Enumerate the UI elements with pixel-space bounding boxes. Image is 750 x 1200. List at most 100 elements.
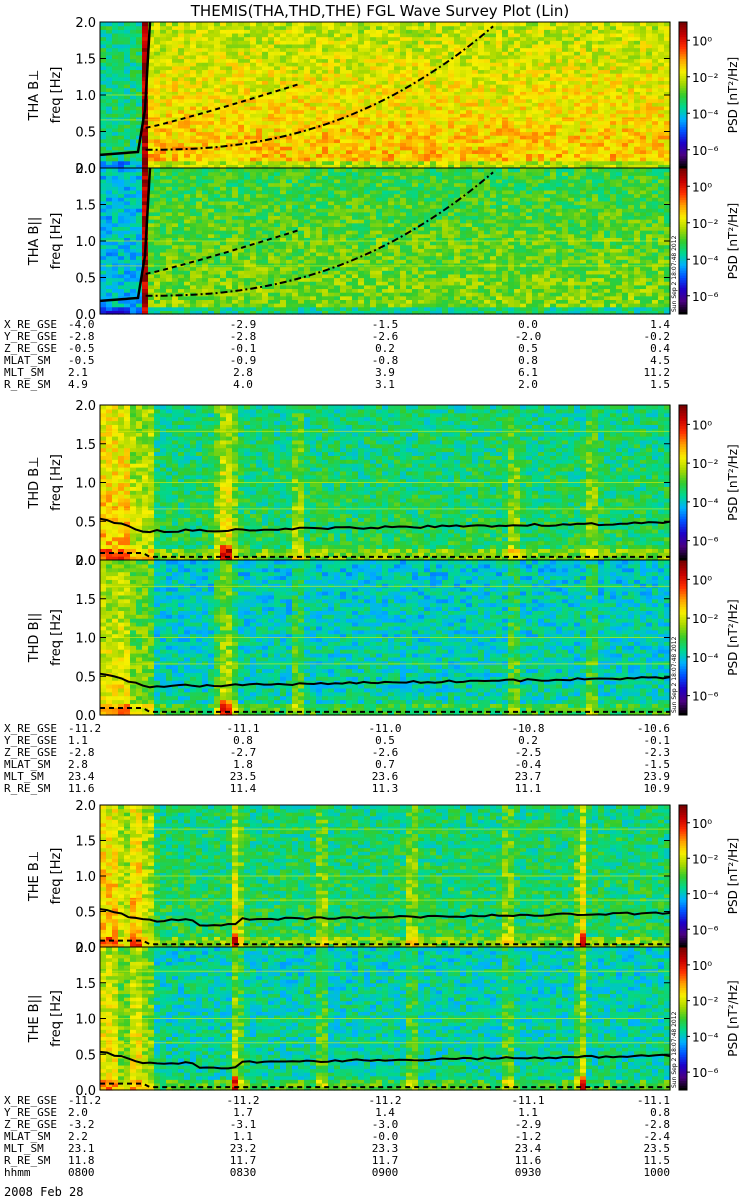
spectrogram-cell <box>304 62 311 66</box>
spectrogram-cell <box>226 212 233 216</box>
spectrogram-cell <box>208 299 215 303</box>
spectrogram-cell <box>166 157 173 161</box>
spectrogram-cell <box>400 66 407 70</box>
spectrogram-cell <box>148 299 155 303</box>
spectrogram-cell <box>154 69 161 73</box>
spectrogram-cell <box>142 172 149 176</box>
spectrogram-cell <box>124 139 131 143</box>
spectrogram-cell <box>202 66 209 70</box>
spectrogram-cell <box>484 69 491 73</box>
spectrogram-cell <box>466 153 473 157</box>
spectrogram-cell <box>610 44 617 48</box>
spectrogram-cell <box>472 153 479 157</box>
spectrogram-cell <box>112 259 119 263</box>
spectrogram-cell <box>220 194 227 198</box>
spectrogram-cell <box>154 139 161 143</box>
spectrogram-cell <box>376 117 383 121</box>
spectrogram-cell <box>214 157 221 161</box>
spectrogram-cell <box>214 205 221 209</box>
spectrogram-cell <box>256 223 263 227</box>
spectrogram-cell <box>652 33 659 37</box>
spectrogram-cell <box>502 62 509 66</box>
spectrogram-cell <box>280 77 287 81</box>
spectrogram-cell <box>202 33 209 37</box>
spectrogram-cell <box>508 62 515 66</box>
spectrogram-cell <box>556 62 563 66</box>
spectrogram-cell <box>538 106 545 110</box>
spectrogram-cell <box>508 51 515 55</box>
spectrogram-cell <box>136 259 143 263</box>
spectrogram-cell <box>310 106 317 110</box>
spectrogram-cell <box>562 150 569 154</box>
spectrogram-cell <box>388 88 395 92</box>
spectrogram-cell <box>220 172 227 176</box>
spectrogram-cell <box>310 153 317 157</box>
spectrogram-cell <box>124 179 131 183</box>
spectrogram-cell <box>106 40 113 44</box>
spectrogram-cell <box>106 256 113 260</box>
spectrogram-cell <box>370 113 377 117</box>
spectrogram-cell <box>538 150 545 154</box>
spectrogram-cell <box>250 197 257 201</box>
spectrogram-cell <box>100 142 107 146</box>
spectrogram-cell <box>202 80 209 84</box>
spectrogram-cell <box>136 80 143 84</box>
spectrogram-cell <box>196 179 203 183</box>
spectrogram-cell <box>382 33 389 37</box>
spectrogram-cell <box>340 73 347 77</box>
spectrogram-cell <box>190 303 197 307</box>
spectrogram-cell <box>532 139 539 143</box>
spectrogram-cell <box>364 124 371 128</box>
spectrogram-cell <box>646 40 653 44</box>
spectrogram-cell <box>520 51 527 55</box>
spectrogram-cell <box>184 205 191 209</box>
spectrogram-cell <box>430 77 437 81</box>
spectrogram-cell <box>532 121 539 125</box>
spectrogram-cell <box>178 288 185 292</box>
spectrogram-cell <box>190 66 197 70</box>
spectrogram-cell <box>598 150 605 154</box>
spectrogram-cell <box>136 110 143 114</box>
spectrogram-cell <box>124 80 131 84</box>
spectrogram-cell <box>586 33 593 37</box>
spectrogram-cell <box>124 40 131 44</box>
spectrogram-cell <box>568 73 575 77</box>
spectrogram-cell <box>148 274 155 278</box>
spectrogram-cell <box>160 197 167 201</box>
spectrogram-cell <box>256 113 263 117</box>
spectrogram-cell <box>604 66 611 70</box>
spectrogram-cell <box>454 22 461 26</box>
spectrogram-cell <box>466 146 473 150</box>
spectrogram-cell <box>328 66 335 70</box>
spectrogram-cell <box>154 205 161 209</box>
spectrogram-cell <box>352 44 359 48</box>
spectrogram-cell <box>610 121 617 125</box>
spectrogram-cell <box>118 248 125 252</box>
spectrogram-cell <box>232 299 239 303</box>
spectrogram-cell <box>634 73 641 77</box>
spectrogram-cell <box>622 124 629 128</box>
spectrogram-cell <box>490 80 497 84</box>
spectrogram-cell <box>424 132 431 136</box>
spectrogram-cell <box>472 26 479 30</box>
spectrogram-cell <box>154 245 161 249</box>
spectrogram-cell <box>586 135 593 139</box>
spectrogram-cell <box>118 219 125 223</box>
spectrogram-cell <box>340 95 347 99</box>
spectrogram-cell <box>544 110 551 114</box>
spectrogram-cell <box>316 117 323 121</box>
spectrogram-cell <box>556 135 563 139</box>
spectrogram-cell <box>574 132 581 136</box>
spectrogram-cell <box>460 59 467 63</box>
spectrogram-cell <box>400 59 407 63</box>
spectrogram-cell <box>586 142 593 146</box>
spectrogram-cell <box>442 117 449 121</box>
spectrogram-cell <box>208 29 215 33</box>
spectrogram-cell <box>400 29 407 33</box>
spectrogram-cell <box>256 77 263 81</box>
y-tick-label: 1.0 <box>75 89 96 104</box>
spectrogram-cell <box>250 37 257 41</box>
spectrogram-cell <box>292 48 299 52</box>
spectrogram-cell <box>166 168 173 172</box>
spectrogram-cell <box>232 157 239 161</box>
